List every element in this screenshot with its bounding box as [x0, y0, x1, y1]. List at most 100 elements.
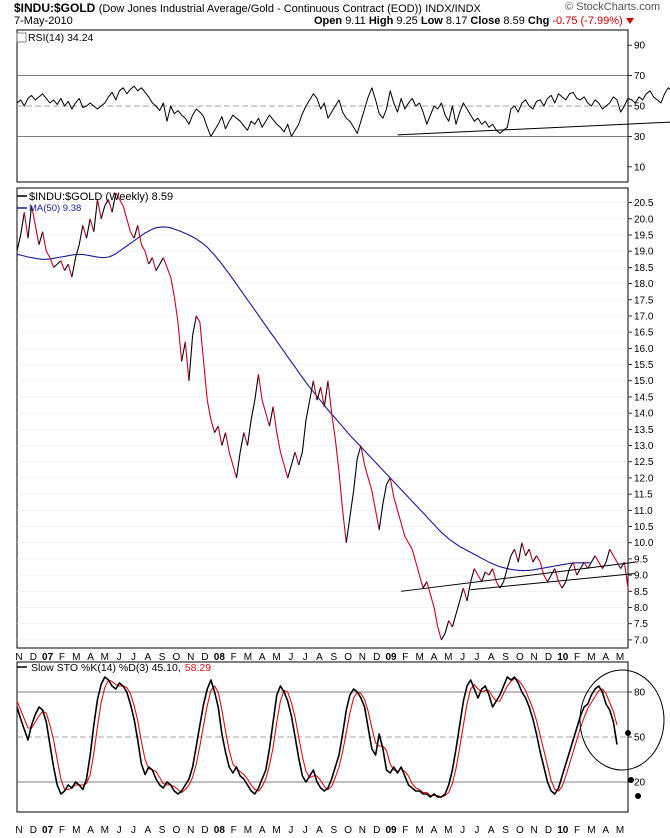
price-segment — [550, 568, 556, 576]
price-segment — [386, 477, 391, 485]
x-axis-bottom-label: A — [259, 825, 266, 836]
x-axis-bottom-label: M — [101, 825, 109, 836]
x-axis-bottom-label: O — [516, 825, 524, 836]
price-segment — [173, 296, 179, 323]
price-y-tick-label: 19.5 — [634, 230, 654, 241]
price-y-tick-label: 7.0 — [634, 635, 648, 646]
x-axis-bottom-label: D — [545, 825, 552, 836]
x-axis-bottom-label: F — [231, 825, 237, 836]
x-axis-top-label: S — [159, 652, 166, 663]
price-y-tick-label: 9.0 — [634, 571, 648, 582]
price-segment — [503, 568, 508, 582]
price-segment — [612, 555, 618, 563]
price-segment — [554, 568, 560, 582]
price-segment — [440, 633, 446, 641]
chg-value: -0.75 (-7.99%) — [552, 15, 623, 27]
price-segment — [590, 555, 596, 563]
symbol: $INDU:$GOLD — [14, 1, 96, 15]
x-axis-top-label: M — [444, 652, 452, 663]
x-axis-bottom-label: O — [344, 825, 352, 836]
price-segment — [462, 587, 468, 602]
x-axis-bottom-label: 10 — [557, 825, 569, 836]
x-axis-top-label: A — [144, 652, 151, 663]
price-segment — [115, 192, 120, 200]
x-axis-top-label: M — [587, 652, 595, 663]
price-segment — [528, 549, 534, 563]
price-y-tick-label: 12.5 — [634, 457, 654, 468]
x-axis-top-label: M — [415, 652, 423, 663]
price-segment — [616, 561, 622, 569]
price-segment — [408, 542, 413, 550]
x-axis-top-label: J — [131, 652, 136, 663]
price-segment — [265, 412, 270, 427]
price-segment — [232, 464, 238, 479]
price-segment — [20, 212, 25, 236]
price-segment — [331, 413, 336, 440]
x-axis-bottom-label: F — [402, 825, 408, 836]
price-segment — [404, 535, 409, 543]
x-axis-bottom-label: M — [616, 825, 624, 836]
price-segment — [547, 574, 552, 582]
price-y-tick-label: 7.5 — [634, 619, 648, 630]
price-segment — [342, 510, 347, 543]
price-segment — [276, 432, 281, 453]
price-segment — [583, 561, 589, 569]
x-axis-top-label: F — [574, 652, 580, 663]
price-segment — [576, 568, 581, 576]
price-segment — [272, 406, 278, 433]
x-axis-top-label: A — [602, 652, 609, 663]
price-segment — [309, 380, 314, 401]
x-axis-top-label: J — [303, 652, 308, 663]
price-segment — [192, 315, 197, 336]
close-label: Close — [470, 15, 501, 27]
price-segment — [320, 387, 325, 407]
annotation-dot — [628, 777, 634, 783]
x-axis-bottom-label: A — [431, 825, 438, 836]
price-segment — [27, 205, 33, 239]
x-axis-top-label: N — [531, 652, 538, 663]
price-segment — [104, 199, 109, 207]
price-segment — [56, 260, 62, 265]
rsi-y-tick-label: 90 — [634, 41, 646, 52]
price-segment — [327, 380, 333, 414]
price-segment — [107, 199, 113, 213]
price-segment — [510, 548, 516, 556]
price-segment — [568, 561, 574, 569]
x-axis-bottom-label: A — [602, 825, 609, 836]
x-axis-bottom-label: F — [59, 825, 65, 836]
price-segment — [162, 257, 168, 268]
price-segment — [42, 231, 47, 252]
price-segment — [521, 542, 527, 556]
price-segment — [155, 263, 161, 271]
exchange: INDX/INDX — [425, 3, 481, 15]
price-segment — [532, 555, 538, 563]
sto-panel: 80 50 20 — [16, 661, 665, 813]
price-segment — [579, 561, 585, 569]
price-segment — [283, 464, 289, 479]
rsi-y-tick-label: 10 — [634, 162, 646, 173]
price-segment — [356, 445, 362, 459]
price-segment — [481, 571, 486, 582]
price-segment — [188, 335, 194, 381]
price-segment — [396, 510, 402, 524]
price-segment — [364, 464, 369, 479]
price-segment — [298, 451, 303, 466]
price-segment — [170, 276, 175, 297]
price-segment — [49, 257, 55, 268]
price-segment — [488, 568, 494, 576]
price-segment — [316, 387, 322, 401]
price-segment — [360, 445, 366, 466]
price-segment — [290, 451, 296, 466]
price-segment — [279, 451, 285, 466]
annotation-circle — [579, 669, 665, 771]
price-segment — [64, 263, 69, 271]
price-segment — [71, 257, 77, 278]
x-axis-top-label: M — [616, 652, 624, 663]
price-segment — [199, 322, 205, 362]
price-segment — [367, 477, 373, 492]
price-segment — [382, 484, 388, 504]
annotation-dot — [635, 793, 641, 799]
price-segment — [470, 568, 475, 582]
